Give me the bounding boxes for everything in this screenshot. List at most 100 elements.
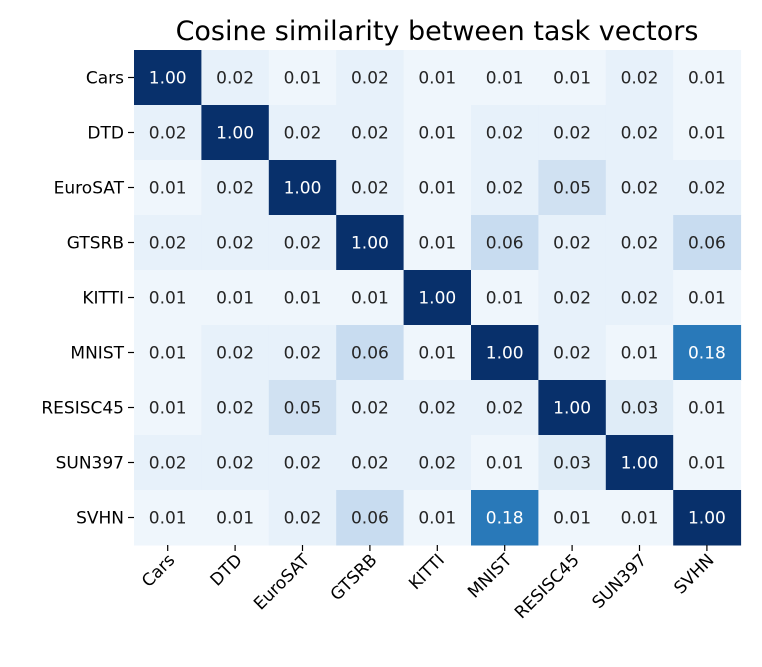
cell-value-label: 0.03 (553, 454, 591, 474)
cell-value-label: 0.02 (216, 234, 254, 254)
cell-value-label: 0.01 (553, 509, 591, 529)
cell-value-label: 0.01 (149, 179, 187, 199)
heatmap-cell (134, 105, 202, 161)
heatmap-cell (201, 50, 270, 106)
heatmap-cell (403, 50, 472, 106)
cell-value-label: 0.01 (351, 289, 389, 309)
cell-value-label: 0.05 (553, 179, 591, 199)
heatmap-cell (673, 490, 742, 546)
cell-value-label: 0.01 (486, 69, 524, 89)
x-tick-label: SVHN (670, 550, 718, 598)
heatmap-cell (605, 435, 674, 491)
x-tick-label: MNIST (464, 550, 516, 602)
cell-value-label: 0.05 (284, 399, 322, 419)
heatmap-cell (201, 435, 270, 491)
cell-value-label: 0.01 (216, 509, 254, 529)
cell-value-label: 0.01 (621, 344, 659, 364)
heatmap-cell (336, 105, 405, 161)
heatmap-cell (471, 325, 539, 381)
heatmap-cell (673, 380, 742, 436)
heatmap-cell (201, 490, 270, 546)
cell-value-label: 0.02 (486, 124, 524, 144)
cell-value-label: 0.02 (418, 399, 456, 419)
heatmap-cell (673, 435, 742, 491)
cell-value-label: 0.02 (688, 179, 726, 199)
cell-value-label: 1.00 (351, 234, 389, 254)
cell-value-label: 0.01 (216, 289, 254, 309)
cell-value-label: 0.02 (621, 69, 659, 89)
cell-value-label: 0.02 (621, 234, 659, 254)
heatmap-cell (268, 325, 337, 381)
heatmap-cell (403, 160, 472, 216)
cell-value-label: 0.18 (486, 509, 524, 529)
cell-value-label: 1.00 (486, 344, 524, 364)
heatmap-cell (403, 380, 472, 436)
y-tick-label: EuroSAT (54, 179, 125, 199)
cell-value-label: 0.01 (688, 289, 726, 309)
cell-value-label: 0.01 (284, 69, 322, 89)
cell-value-label: 0.02 (284, 234, 322, 254)
heatmap-cell (134, 160, 202, 216)
heatmap-cell (201, 325, 270, 381)
heatmap-cell (201, 105, 270, 161)
heatmap-cell (673, 270, 742, 326)
heatmap-cell (201, 215, 270, 271)
x-tick-label: Cars (138, 550, 179, 591)
y-tick-label: DTD (87, 124, 124, 144)
heatmap-cell (538, 105, 607, 161)
cell-value-label: 0.06 (351, 509, 389, 529)
heatmap-cell (605, 325, 674, 381)
cell-value-label: 0.02 (351, 179, 389, 199)
heatmap-cell (471, 215, 539, 271)
cell-value-label: 1.00 (621, 454, 659, 474)
heatmap-cell (538, 160, 607, 216)
cell-value-label: 0.01 (418, 124, 456, 144)
heatmap-cell (673, 325, 742, 381)
x-tick-label: SUN397 (589, 550, 652, 613)
x-tick-label: KITTI (405, 550, 449, 594)
cell-value-label: 0.01 (284, 289, 322, 309)
heatmap-cell (403, 270, 472, 326)
cell-value-label: 0.02 (149, 454, 187, 474)
heatmap-cell (605, 380, 674, 436)
heatmap-cell (673, 105, 742, 161)
heatmap-cell (134, 490, 202, 546)
cell-value-label: 0.06 (486, 234, 524, 254)
heatmap-cell (336, 325, 405, 381)
cell-value-label: 0.02 (553, 344, 591, 364)
cell-value-label: 0.02 (149, 124, 187, 144)
cell-value-label: 0.02 (216, 69, 254, 89)
cell-value-label: 0.02 (351, 124, 389, 144)
x-tick-label: GTSRB (327, 550, 382, 605)
cell-value-label: 0.02 (553, 289, 591, 309)
heatmap-cell (403, 490, 472, 546)
cell-value-label: 0.01 (149, 289, 187, 309)
y-tick-label: Cars (86, 69, 124, 89)
heatmap-cell (268, 490, 337, 546)
heatmap-cell (471, 380, 539, 436)
heatmap-cell (134, 325, 202, 381)
cell-value-label: 0.01 (149, 344, 187, 364)
y-tick-label: MNIST (70, 344, 124, 364)
cell-value-label: 1.00 (418, 289, 456, 309)
heatmap-cell (605, 50, 674, 106)
heatmap-cell (538, 50, 607, 106)
cell-value-label: 1.00 (216, 124, 254, 144)
cell-value-label: 1.00 (149, 69, 187, 89)
heatmap-cell (336, 50, 405, 106)
heatmap-cell (268, 50, 337, 106)
heatmap-cell (134, 435, 202, 491)
heatmap-cell (538, 380, 607, 436)
heatmap-cell (201, 380, 270, 436)
heatmap-cell (134, 50, 202, 106)
cell-value-label: 0.02 (621, 124, 659, 144)
cell-value-label: 0.06 (351, 344, 389, 364)
heatmap-cell (673, 215, 742, 271)
cell-value-label: 0.02 (284, 344, 322, 364)
cell-value-label: 0.02 (284, 454, 322, 474)
cell-value-label: 0.01 (418, 344, 456, 364)
heatmap-cell (268, 215, 337, 271)
cell-value-label: 0.01 (418, 179, 456, 199)
x-tick-label: EuroSAT (250, 550, 314, 614)
